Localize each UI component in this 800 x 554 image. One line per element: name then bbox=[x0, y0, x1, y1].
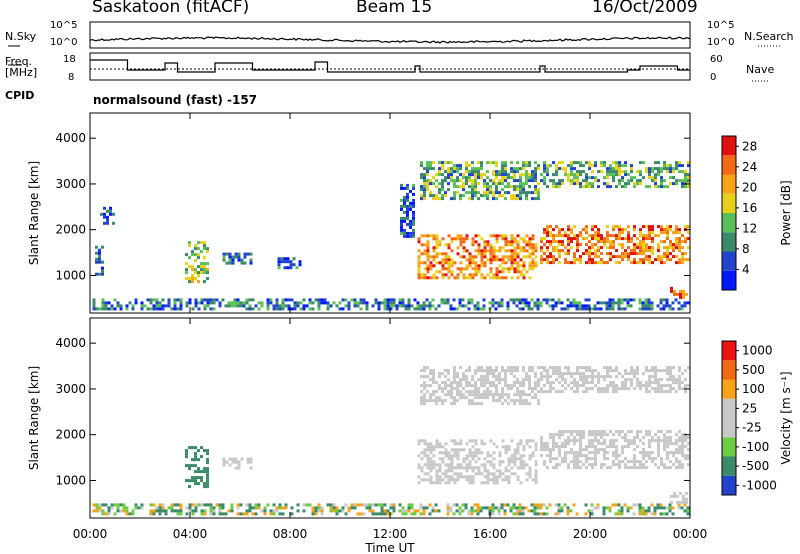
velocity-panel-echo-region-4 bbox=[417, 439, 538, 485]
velocity-panel-colorbar-tick-label: -1000 bbox=[742, 478, 777, 492]
velocity-panel-colorbar-tick-label: -500 bbox=[742, 459, 769, 473]
power-panel-colorbar-tick-label: 4 bbox=[742, 262, 750, 276]
freq-panel-frame bbox=[89, 52, 691, 81]
power-panel-colorbar-frame bbox=[721, 135, 737, 291]
power-panel-echo-region-2 bbox=[95, 245, 104, 276]
power-panel-colorbar-tick-label: 16 bbox=[742, 201, 757, 215]
velocity-panel-colorbar-tick-label: 500 bbox=[742, 363, 765, 377]
power-panel-echo-region-11 bbox=[670, 286, 688, 299]
noise-panel-frame bbox=[89, 21, 691, 49]
cpid-label: CPID bbox=[5, 89, 35, 102]
velocity-panel-colorbar-segment bbox=[722, 398, 736, 418]
nave-tick-high: 60 bbox=[710, 54, 723, 65]
velocity-panel-colorbar-tick-label: 1000 bbox=[742, 344, 773, 358]
station-title: Saskatoon (fitACF) bbox=[92, 0, 250, 17]
velocity-panel-echo-region-2 bbox=[222, 457, 253, 470]
velocity-panel-ytick-label: 2000 bbox=[55, 428, 86, 442]
power-panel-echo-region-5 bbox=[277, 257, 302, 270]
velocity-panel-echo-region-3 bbox=[420, 366, 540, 406]
time-tick-label: 04:00 bbox=[173, 527, 208, 541]
velocity-panel-colorbar-label: Velocity [m s⁻¹] bbox=[779, 371, 793, 464]
nave-label: Nave bbox=[746, 63, 775, 76]
velocity-panel-colorbar-frame bbox=[721, 340, 737, 496]
velocity-panel-ytick-label: 4000 bbox=[55, 336, 86, 350]
velocity-panel-ytick-label: 1000 bbox=[55, 473, 86, 487]
time-tick-label: 08:00 bbox=[273, 527, 308, 541]
velocity-panel-echo-region-5 bbox=[540, 366, 690, 394]
velocity-panel-colorbar-segment bbox=[722, 341, 736, 361]
power-panel-colorbar-segment bbox=[722, 270, 736, 290]
velocity-panel-echo-region-1 bbox=[185, 446, 209, 489]
freq-line bbox=[90, 59, 690, 73]
nsky-label: N.Sky bbox=[5, 30, 37, 43]
freq-tick-low: 8 bbox=[68, 72, 75, 83]
velocity-panel-colorbar-segment bbox=[722, 379, 736, 399]
power-panel-echo-region-6 bbox=[400, 183, 415, 238]
power-panel-colorbar-segment bbox=[722, 193, 736, 213]
power-panel-ytick-label: 3000 bbox=[55, 177, 86, 191]
velocity-panel-ylabel: Slant Range [km] bbox=[27, 366, 41, 470]
beam-title: Beam 15 bbox=[356, 0, 433, 17]
power-panel-colorbar-tick-label: 20 bbox=[742, 180, 757, 194]
power-panel-echo-region-9 bbox=[540, 161, 690, 189]
velocity-panel-colorbar-segment bbox=[722, 475, 736, 495]
power-panel-colorbar-segment bbox=[722, 232, 736, 252]
velocity-panel-colorbar-tick-label: -100 bbox=[742, 440, 769, 454]
power-panel-echo-region-0 bbox=[92, 298, 690, 311]
time-tick-label: 16:00 bbox=[473, 527, 508, 541]
power-panel-echo-region-7 bbox=[420, 161, 540, 201]
velocity-panel-colorbar-segment bbox=[722, 360, 736, 380]
velocity-panel-bg bbox=[90, 318, 690, 518]
velocity-panel-ytick-label: 3000 bbox=[55, 382, 86, 396]
power-panel-ytick-label: 1000 bbox=[55, 268, 86, 282]
power-panel-colorbar-segment bbox=[722, 136, 736, 156]
power-panel-ytick-label: 4000 bbox=[55, 131, 86, 145]
date-title: 16/Oct/2009 bbox=[592, 0, 698, 17]
power-panel-colorbar-label: Power [dB] bbox=[779, 180, 793, 245]
nsky-tick-high: 10^5 bbox=[50, 20, 78, 31]
nsky-tick-low: 10^0 bbox=[50, 37, 78, 48]
power-panel-colorbar-segment bbox=[722, 174, 736, 194]
power-panel-echo-region-8 bbox=[417, 234, 538, 280]
nsky-line bbox=[89, 36, 691, 44]
power-panel-colorbar-segment bbox=[722, 251, 736, 271]
power-panel-colorbar-segment bbox=[722, 155, 736, 175]
freq-unit-label: [MHz] bbox=[5, 66, 38, 79]
velocity-panel-colorbar-segment bbox=[722, 418, 736, 438]
time-tick-label: 00:00 bbox=[73, 527, 108, 541]
cpid-value: normalsound (fast) -157 bbox=[93, 93, 258, 107]
time-tick-label: 12:00 bbox=[373, 527, 408, 541]
velocity-panel-colorbar-segment bbox=[722, 456, 736, 476]
xaxis-label: Time UT bbox=[364, 541, 415, 554]
power-panel-bg bbox=[90, 113, 690, 313]
nsearch-tick-low: 10^0 bbox=[707, 37, 735, 48]
power-panel-echo-region-10 bbox=[540, 225, 690, 265]
power-panel-ytick-label: 2000 bbox=[55, 223, 86, 237]
power-panel-colorbar-tick-label: 8 bbox=[742, 242, 750, 256]
power-panel-colorbar-tick-label: 24 bbox=[742, 160, 757, 174]
power-panel-ylabel: Slant Range [km] bbox=[27, 161, 41, 265]
power-panel-echo-region-4 bbox=[222, 252, 253, 265]
velocity-panel-colorbar-tick-label: -25 bbox=[742, 421, 762, 435]
power-panel-colorbar-tick-label: 28 bbox=[742, 139, 757, 153]
nsearch-label: N.Search bbox=[744, 30, 794, 43]
freq-tick-high: 18 bbox=[63, 54, 76, 65]
velocity-panel-colorbar-tick-label: 100 bbox=[742, 382, 765, 396]
power-panel-colorbar-segment bbox=[722, 213, 736, 233]
nsearch-tick-high: 10^5 bbox=[707, 20, 735, 31]
velocity-panel-colorbar-segment bbox=[722, 437, 736, 457]
velocity-panel-echo-region-7 bbox=[670, 491, 688, 504]
time-tick-label: 00:00 bbox=[673, 527, 708, 541]
nave-tick-low: 0 bbox=[710, 72, 717, 83]
velocity-panel-echo-region-0 bbox=[92, 503, 690, 516]
power-panel-echo-region-3 bbox=[185, 241, 209, 284]
power-panel-echo-region-1 bbox=[100, 206, 115, 225]
velocity-panel-echo-region-6 bbox=[540, 430, 690, 470]
time-tick-label: 20:00 bbox=[573, 527, 608, 541]
power-panel-colorbar-tick-label: 12 bbox=[742, 221, 757, 235]
velocity-panel-colorbar-tick-label: 25 bbox=[742, 401, 757, 415]
